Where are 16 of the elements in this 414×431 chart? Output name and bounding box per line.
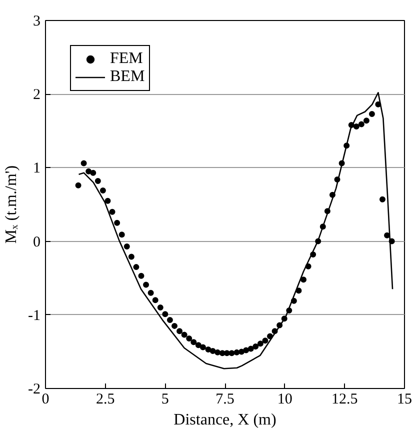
x-tick-label: 15 [397, 392, 412, 408]
y-tick-label: 3 [33, 14, 40, 30]
y-tick-label: 2 [33, 87, 40, 104]
x-axis-title: Distance, X (m) [174, 412, 276, 428]
x-tick-label: 2.5 [96, 392, 115, 408]
y-tick-label: 1 [33, 160, 40, 177]
x-tick-label: 12.5 [332, 392, 358, 408]
x-tick-label: 10 [277, 392, 292, 408]
x-tick-label: 7.5 [216, 392, 234, 408]
y-tick-label: -2 [28, 382, 41, 398]
y-axis-title: Mₓ (t.m./m') [3, 165, 20, 244]
y-tick-label: -1 [28, 308, 41, 324]
y-tick-label: 0 [33, 234, 40, 250]
legend-label: FEM [110, 50, 143, 68]
legend-label: BEM [110, 68, 145, 86]
x-tick-label: 5 [161, 392, 169, 408]
